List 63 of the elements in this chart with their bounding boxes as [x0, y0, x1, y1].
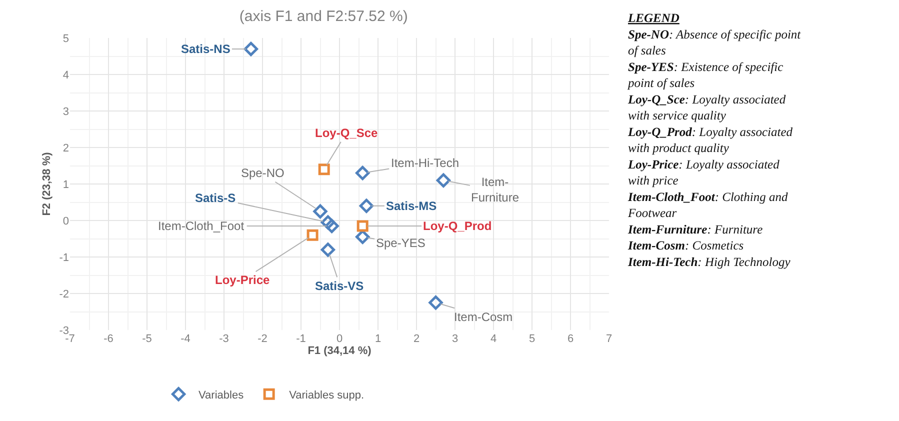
x-axis-title: F1 (34,14 %)	[308, 345, 372, 358]
x-tick-label: 4	[490, 333, 497, 345]
x-tick-label: -6	[104, 333, 114, 345]
y-tick-label: 3	[62, 106, 69, 118]
x-tick-label: 0	[336, 333, 343, 345]
text: Item-Hi-Tech: High Technology	[627, 254, 791, 269]
y-tick-label: 1	[62, 178, 69, 191]
annotation: Satis-NS	[181, 42, 230, 56]
chart-title: (axis F1 and F2:57.52 %)	[239, 8, 408, 26]
point	[318, 164, 330, 176]
text: Item-Furniture: Furniture	[627, 222, 764, 236]
point	[320, 242, 336, 257]
text: Loy-Q_Sce: Loyalty associated with service quality	[627, 92, 786, 122]
y-tick-label: 4	[62, 69, 69, 82]
point	[244, 42, 258, 56]
annotation: Item-Furniture	[471, 175, 520, 205]
y-tick-label: 0	[62, 215, 69, 228]
x-tick-label: -3	[219, 333, 229, 345]
x-tick-label: 3	[452, 333, 458, 345]
x-tick-label: -1	[296, 333, 306, 345]
x-tick-label: 2	[413, 333, 420, 345]
y-tick-label: -2	[59, 288, 69, 300]
legend-label: Variables	[198, 389, 244, 402]
point	[320, 215, 336, 230]
x-tick-label: 1	[374, 333, 382, 345]
annotation: Item-Cloth_Foot	[158, 219, 245, 233]
text: Item-Cosm: Cosmetics	[627, 238, 744, 252]
y-tick-label: -1	[59, 252, 69, 264]
point	[356, 230, 370, 244]
text: Loy-Q_Prod: Loyalty associated with product quality	[627, 124, 794, 155]
annotation: Spe-NO	[241, 166, 284, 180]
legend-label: Variables supp.	[289, 389, 364, 402]
x-tick-label: -4	[180, 333, 190, 345]
text: Spe-YES: Existence of specific point of sales	[627, 60, 784, 90]
y-tick-label: 5	[62, 32, 69, 45]
point	[306, 229, 318, 241]
point	[356, 166, 370, 180]
point	[313, 204, 328, 218]
point	[436, 173, 451, 188]
annotation: Satis-S	[195, 191, 236, 205]
y-tick-label: 2	[62, 142, 69, 154]
text: Item-Cloth_Foot: Clothing and Footwear	[628, 190, 788, 220]
x-tick-label: -5	[142, 333, 152, 345]
annotation: Item-Cosm	[454, 310, 513, 324]
x-tick-label: 5	[528, 333, 536, 345]
text: LEGEND	[627, 11, 680, 25]
text: Loy-Price: Loyalty associated with price	[627, 157, 780, 188]
text: Spe-NO: Absence of specific point of sales	[628, 27, 802, 58]
annotation: Item-Hi-Tech	[391, 156, 460, 170]
annotation: Loy-Q_Sce	[315, 126, 378, 140]
point	[428, 296, 443, 310]
annotation: Loy-Q_Prod	[423, 219, 492, 233]
point	[359, 198, 374, 213]
x-tick-label: 7	[606, 333, 612, 345]
x-tick-label: -2	[258, 333, 268, 345]
y-axis-title: F2 (23,38 %)	[40, 152, 53, 216]
annotation: Loy-Price	[215, 273, 270, 287]
point	[356, 220, 368, 232]
annotation: Spe-YES	[376, 236, 426, 250]
annotation: Satis-MS	[386, 199, 437, 213]
point	[324, 218, 339, 234]
x-tick-label: 6	[567, 333, 574, 345]
annotation: Satis-VS	[315, 279, 364, 293]
